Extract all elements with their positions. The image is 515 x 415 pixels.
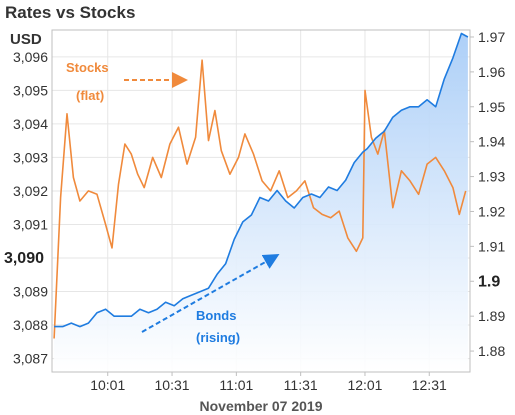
right-tick-label: 1.94 xyxy=(478,134,505,150)
right-tick-label: 1.93 xyxy=(478,169,505,185)
bonds-area xyxy=(54,33,468,372)
left-tick-label: 3,091 xyxy=(13,216,48,232)
x-tick-label: 11:31 xyxy=(284,377,318,393)
left-tick-label: 3,090 xyxy=(4,250,44,267)
left-axis-ticks: 3,096 3,095 3,094 3,093 3,092 3,091 3,090 3,089… xyxy=(4,49,48,367)
x-axis-ticks: 10:01 10:31 11:01 11:31 12:01 12:31 xyxy=(90,372,447,393)
left-tick-label: 3,087 xyxy=(13,351,48,367)
stocks-line xyxy=(53,59,467,339)
right-tick-label: 1.89 xyxy=(478,308,505,324)
left-tick-label: 3,094 xyxy=(13,116,48,132)
left-tick-label: 3,092 xyxy=(13,183,48,199)
stocks-annotation: Stocks xyxy=(66,60,109,75)
x-tick-label: 10:01 xyxy=(90,377,125,393)
left-tick-label: 3,089 xyxy=(13,284,48,300)
right-tick-label: 1.95 xyxy=(478,99,505,115)
stocks-flat-annotation: (flat) xyxy=(76,88,104,103)
x-tick-label: 12:31 xyxy=(412,377,447,393)
bonds-rising-annotation: (rising) xyxy=(196,330,240,345)
right-tick-label: 1.92 xyxy=(478,203,505,219)
chart-title: Rates vs Stocks xyxy=(5,3,135,22)
bonds-area-layer xyxy=(54,33,468,372)
plot-frame xyxy=(51,29,471,373)
right-axis-ticks: 1.97 1.96 1.95 1.94 1.93 1.92 1.91 1.9 1.89 1.88 xyxy=(470,29,505,359)
right-tick-label: 1.97 xyxy=(478,29,505,45)
x-tick-label: 12:01 xyxy=(347,377,382,393)
series-lines xyxy=(53,32,469,339)
unit-label: USD xyxy=(10,31,42,48)
left-tick-label: 3,093 xyxy=(13,149,48,165)
left-tick-label: 3,095 xyxy=(13,82,48,98)
bonds-line xyxy=(54,32,469,328)
right-tick-label: 1.88 xyxy=(478,343,505,359)
x-axis-label: November 07 2019 xyxy=(200,398,323,414)
bonds-rising-arrow-icon xyxy=(141,254,280,333)
right-tick-label: 1.9 xyxy=(478,273,500,290)
x-tick-label: 11:01 xyxy=(219,377,253,393)
right-tick-label: 1.96 xyxy=(478,64,505,80)
x-tick-label: 10:31 xyxy=(155,377,190,393)
bonds-annotation: Bonds xyxy=(196,308,236,323)
left-tick-label: 3,088 xyxy=(13,317,48,333)
left-tick-label: 3,096 xyxy=(13,49,48,65)
right-tick-label: 1.91 xyxy=(478,238,505,254)
